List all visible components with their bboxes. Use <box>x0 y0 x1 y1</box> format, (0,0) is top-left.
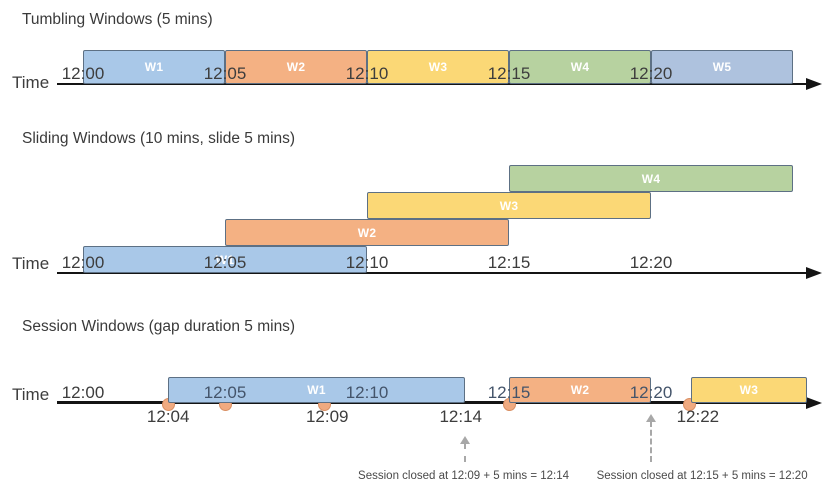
section-title: Session Windows (gap duration 5 mins) <box>22 318 296 335</box>
window-bar-w1 <box>168 377 465 403</box>
window-label: W3 <box>499 198 519 213</box>
up-arrow-icon <box>646 414 656 422</box>
axis-tick-label: 12:10 <box>345 253 389 272</box>
timeline-axis <box>57 272 808 274</box>
window-bar-w1 <box>83 246 367 273</box>
window-bar-w3 <box>367 50 509 84</box>
section-title: Sliding Windows (10 mins, slide 5 mins) <box>22 130 296 147</box>
session-callout-text: Session closed at 12:15 + 5 mins = 12:20 <box>596 470 808 482</box>
window-bar-w1 <box>83 50 225 84</box>
window-bar-w2 <box>225 50 367 84</box>
event-time-label: 12:09 <box>305 407 349 426</box>
window-bar-w3 <box>367 192 651 219</box>
window-label: W2 <box>570 383 590 397</box>
up-arrow-icon <box>459 436 470 444</box>
timeline-axis <box>57 83 808 85</box>
window-bar-w4 <box>509 165 793 192</box>
axis-tick-label: 12:10 <box>345 64 389 83</box>
axis-tick-label: 12:05 <box>203 383 247 402</box>
axis-tick-label: 12:05 <box>203 253 247 272</box>
section-title: Tumbling Windows (5 mins) <box>22 11 213 28</box>
axis-tick-label: 12:20 <box>629 253 673 272</box>
axis-tick-label: 12:10 <box>345 383 389 402</box>
window-label: W5 <box>712 60 732 74</box>
window-label: W4 <box>641 171 661 186</box>
window-label: W3 <box>428 60 448 74</box>
axis-tick-label: 12:15 <box>487 64 531 83</box>
axis-tick-label: 12:15 <box>487 253 531 272</box>
right-arrow-icon <box>806 397 822 409</box>
window-label: W3 <box>739 383 759 397</box>
window-label: W1 <box>144 60 164 74</box>
axis-time-label: Time <box>12 254 50 273</box>
axis-tick-label: 12:00 <box>61 253 105 272</box>
dashed-callout-line <box>463 443 466 462</box>
window-label: W1 <box>215 252 235 267</box>
axis-time-label: Time <box>12 73 50 92</box>
axis-time-label: Time <box>12 385 50 404</box>
axis-tick-label: 12:05 <box>203 64 247 83</box>
window-label: W2 <box>286 60 306 74</box>
axis-tick-label: 12:00 <box>61 64 105 83</box>
window-bar-w2 <box>225 219 509 246</box>
window-label: W1 <box>307 383 326 397</box>
dashed-callout-line <box>650 421 652 462</box>
right-arrow-icon <box>806 78 822 90</box>
window-bar-w5 <box>651 50 793 84</box>
event-time-label: 12:22 <box>676 407 720 426</box>
window-label: W4 <box>570 60 590 74</box>
axis-tick-label: 12:20 <box>629 383 673 402</box>
event-time-label: 12:14 <box>439 407 482 426</box>
session-callout-text: Session closed at 12:09 + 5 mins = 12:14 <box>358 470 570 482</box>
window-bar-w3 <box>690 377 808 403</box>
event-time-label: 12:04 <box>146 407 190 426</box>
axis-tick-label: 12:00 <box>61 383 105 402</box>
window-bar-w4 <box>509 50 651 84</box>
window-label: W2 <box>357 225 377 240</box>
right-arrow-icon <box>806 267 822 279</box>
axis-tick-label: 12:20 <box>629 64 673 83</box>
axis-tick-label: 12:15 <box>487 383 531 402</box>
window-bar-w2 <box>509 377 651 403</box>
